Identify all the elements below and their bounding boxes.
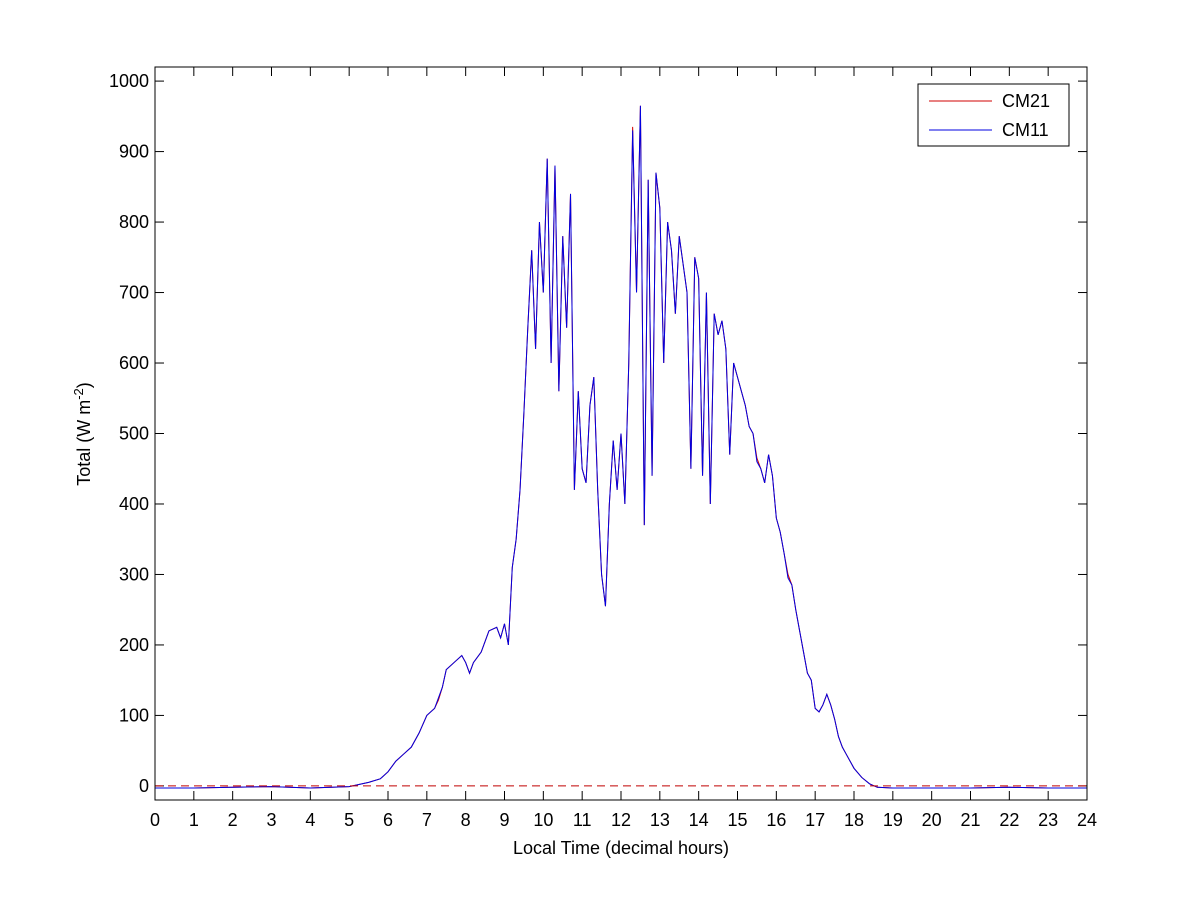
series-line <box>155 105 1087 789</box>
y-tick-label: 500 <box>119 424 149 444</box>
x-tick-label: 0 <box>150 810 160 830</box>
x-tick-label: 4 <box>305 810 315 830</box>
x-tick-label: 2 <box>228 810 238 830</box>
y-axis-label: Total (W m-2) <box>71 382 94 486</box>
x-axis-label: Local Time (decimal hours) <box>513 838 729 858</box>
x-tick-label: 20 <box>922 810 942 830</box>
y-tick-label: 100 <box>119 705 149 725</box>
x-tick-label: 11 <box>573 810 592 830</box>
y-label-text: Total (W m <box>74 400 94 486</box>
x-tick-label: 12 <box>611 810 631 830</box>
y-tick-label: 900 <box>119 142 149 162</box>
x-tick-label: 15 <box>727 810 747 830</box>
y-tick-label: 1000 <box>109 71 149 91</box>
x-tick-label: 22 <box>999 810 1019 830</box>
x-tick-label: 16 <box>766 810 786 830</box>
x-tick-label: 3 <box>266 810 276 830</box>
axes-box <box>154 66 1088 801</box>
y-label-tail: ) <box>74 382 94 388</box>
x-tick-label: 8 <box>461 810 471 830</box>
y-tick-label: 800 <box>119 212 149 232</box>
x-tick-label: 7 <box>422 810 432 830</box>
x-tick-label: 13 <box>650 810 670 830</box>
legend-box <box>917 83 1070 147</box>
x-tick-label: 10 <box>533 810 553 830</box>
legend-label: CM21 <box>1002 91 1050 111</box>
x-tick-label: 23 <box>1038 810 1058 830</box>
y-tick-label: 400 <box>119 494 149 514</box>
x-tick-label: 14 <box>689 810 709 830</box>
x-tick-label: 24 <box>1077 810 1097 830</box>
x-tick-label: 1 <box>189 810 199 830</box>
x-tick-label: 17 <box>805 810 825 830</box>
y-tick-label: 600 <box>119 353 149 373</box>
x-tick-label: 5 <box>344 810 354 830</box>
x-tick-label: 21 <box>960 810 980 830</box>
x-tick-label: 18 <box>844 810 864 830</box>
x-tick-label: 9 <box>499 810 509 830</box>
y-tick-label: 200 <box>119 635 149 655</box>
y-tick-label: 0 <box>139 776 149 796</box>
y-tick-label: 700 <box>119 283 149 303</box>
legend-label: CM11 <box>1002 120 1049 140</box>
y-tick-label: 300 <box>119 564 149 584</box>
x-tick-label: 19 <box>883 810 903 830</box>
y-label-sup: -2 <box>71 388 86 400</box>
x-tick-label: 6 <box>383 810 393 830</box>
